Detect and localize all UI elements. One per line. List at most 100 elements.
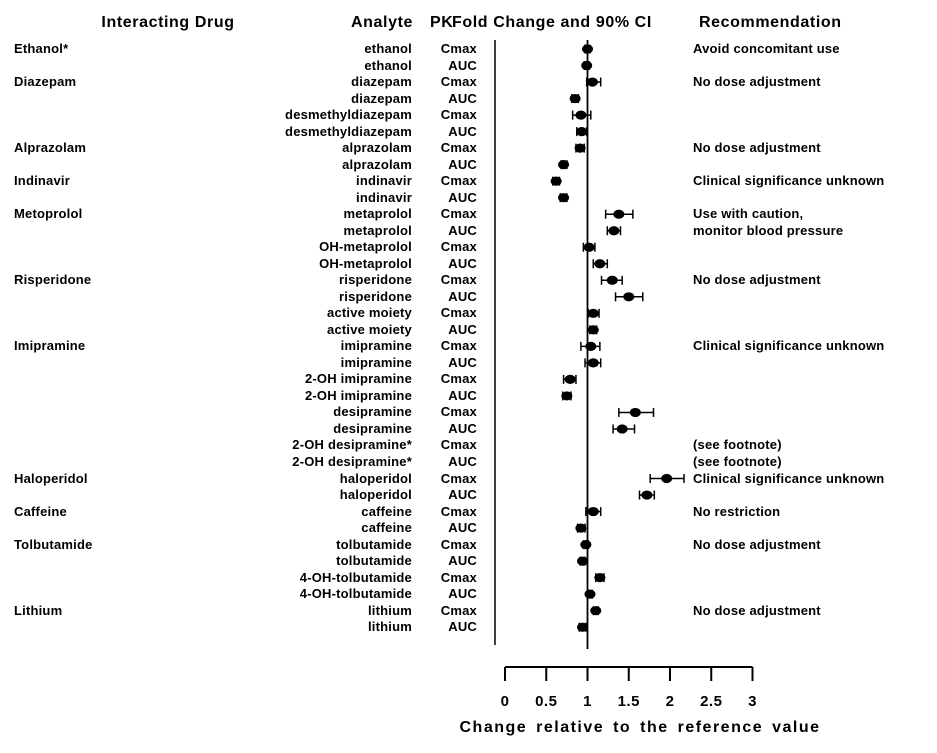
row-pk-label: AUC (448, 156, 477, 172)
row-recommendation-label: monitor blood pressure (693, 222, 844, 238)
row-pk-label: AUC (448, 57, 477, 73)
point-estimate-marker (576, 127, 588, 137)
point-estimate-marker (550, 176, 562, 186)
row-pk-label: AUC (448, 387, 477, 403)
row-analyte-label: indinavir (356, 173, 412, 189)
row-interacting-drug-label: Indinavir (14, 173, 70, 189)
row-pk-label: Cmax (440, 602, 477, 618)
row-analyte-label: desmethyldiazepam (285, 123, 412, 139)
point-estimate-marker (581, 60, 593, 71)
row-pk-label: Cmax (440, 74, 477, 90)
row-analyte-label: haloperidol (339, 487, 412, 503)
point-estimate-marker (606, 275, 618, 285)
row-recommendation-label: No dose adjustment (693, 536, 821, 552)
point-estimate-marker (587, 506, 599, 517)
row-pk-label: AUC (448, 520, 477, 536)
point-estimate-marker (587, 358, 599, 368)
row-analyte-label: desmethyldiazepam (285, 107, 412, 123)
row-pk-label: AUC (448, 123, 477, 139)
row-pk-label: Cmax (440, 536, 477, 552)
point-estimate-marker (575, 110, 587, 120)
row-pk-label: Cmax (440, 206, 477, 222)
row-pk-label: Cmax (440, 305, 477, 321)
row-pk-label: AUC (448, 354, 477, 370)
point-estimate-marker (584, 589, 596, 599)
x-axis-tick-label: 0 (501, 693, 510, 710)
point-estimate-marker (590, 606, 602, 616)
row-analyte-label: risperidone (339, 288, 412, 304)
row-interacting-drug-label: Haloperidol (14, 470, 88, 486)
row-recommendation-label: No dose adjustment (693, 140, 821, 156)
row-analyte-label: risperidone (339, 272, 412, 288)
row-recommendation-label: No dose adjustment (693, 602, 821, 618)
point-estimate-marker (594, 259, 606, 269)
point-estimate-marker (569, 93, 581, 104)
row-analyte-label: haloperidol (339, 470, 412, 486)
point-estimate-marker (641, 490, 653, 500)
row-analyte-label: 4-OH-tolbutamide (299, 569, 412, 585)
row-recommendation-label: No restriction (693, 503, 781, 519)
row-analyte-label: metaprolol (343, 222, 412, 238)
x-axis-title: Change relative to the reference value (459, 719, 821, 736)
row-analyte-label: tolbutamide (336, 536, 412, 552)
row-interacting-drug-label: Diazepam (14, 74, 77, 90)
point-estimate-marker (575, 523, 587, 533)
row-analyte-label: imipramine (340, 354, 412, 370)
row-analyte-label: 2-OH imipramine (304, 371, 412, 387)
point-estimate-marker (564, 374, 576, 384)
row-pk-label: AUC (448, 189, 477, 205)
point-estimate-marker (586, 77, 598, 87)
row-analyte-label: OH-metaprolol (319, 255, 412, 271)
row-analyte-label: metaprolol (343, 206, 412, 222)
row-interacting-drug-label: Alprazolam (14, 140, 87, 156)
row-pk-label: Cmax (440, 338, 477, 354)
row-recommendation-label: No dose adjustment (693, 272, 821, 288)
row-pk-label: AUC (448, 90, 477, 106)
row-analyte-label: diazepam (351, 90, 412, 106)
row-pk-label: AUC (448, 288, 477, 304)
point-estimate-marker (608, 226, 620, 236)
row-pk-label: Cmax (440, 272, 477, 288)
row-pk-label: Cmax (440, 140, 477, 156)
row-recommendation-label: Avoid concomitant use (693, 41, 840, 56)
row-pk-label: Cmax (440, 437, 477, 453)
row-analyte-label: caffeine (361, 520, 412, 536)
row-pk-label: Cmax (440, 470, 477, 486)
row-analyte-label: 2-OH desipramine* (292, 454, 412, 469)
row-pk-label: AUC (448, 222, 477, 238)
row-interacting-drug-label: Metoprolol (14, 206, 83, 222)
row-analyte-label: active moiety (327, 321, 412, 337)
point-estimate-marker (587, 325, 599, 335)
row-analyte-label: 4-OH-tolbutamide (299, 586, 412, 602)
row-analyte-label: 2-OH desipramine* (292, 437, 412, 453)
row-pk-label: Cmax (440, 404, 477, 420)
row-pk-label: Cmax (440, 41, 477, 56)
point-estimate-marker (661, 473, 673, 484)
column-header-interacting-drug: Interacting Drug (101, 14, 235, 31)
row-pk-label: Cmax (440, 239, 477, 255)
row-analyte-label: tolbutamide (336, 553, 412, 569)
row-interacting-drug-label: Tolbutamide (14, 536, 93, 552)
row-analyte-label: diazepam (351, 74, 412, 90)
row-pk-label: AUC (448, 420, 477, 436)
point-estimate-marker (616, 424, 628, 434)
row-interacting-drug-label: Lithium (14, 602, 63, 618)
point-estimate-marker (558, 193, 570, 203)
row-analyte-label: active moiety (327, 305, 412, 321)
row-analyte-label: desipramine (333, 420, 412, 436)
x-axis-tick-label: 0.5 (535, 693, 557, 710)
column-header-fold-change: Fold Change and 90% CI (452, 14, 652, 31)
row-interacting-drug-label: Imipramine (14, 338, 86, 354)
row-recommendation-label: Clinical significance unknown (693, 470, 885, 486)
point-estimate-marker (582, 44, 593, 54)
row-analyte-label: indinavir (356, 189, 412, 205)
x-axis-tick-label: 1.5 (618, 693, 640, 710)
point-estimate-marker (587, 308, 599, 318)
point-estimate-marker (561, 391, 573, 401)
row-interacting-drug-label: Ethanol* (14, 41, 69, 56)
x-axis-tick-label: 1 (583, 693, 592, 710)
row-analyte-label: ethanol (364, 57, 412, 73)
row-recommendation-label: Clinical significance unknown (693, 338, 885, 354)
point-estimate-marker (613, 209, 625, 219)
